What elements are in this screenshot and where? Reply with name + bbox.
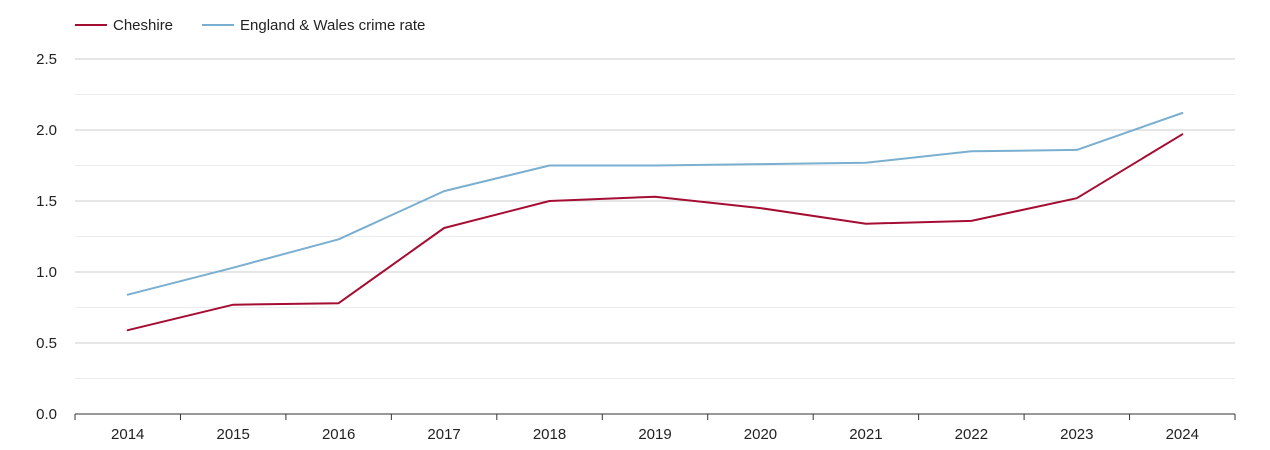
data-point [441, 225, 447, 231]
y-tick-label: 2.5 [36, 51, 57, 68]
data-point [757, 161, 763, 167]
data-point [863, 221, 869, 227]
legend-label-cheshire: Cheshire [113, 17, 173, 34]
x-tick-label: 2019 [638, 426, 671, 443]
x-tick-label: 2014 [111, 426, 144, 443]
y-tick-label: 1.0 [36, 264, 57, 281]
x-tick-label: 2017 [427, 426, 460, 443]
data-point [1179, 131, 1185, 137]
y-tick-label: 2.0 [36, 122, 57, 139]
grid-lines [75, 58, 1235, 379]
data-point [863, 160, 869, 166]
chart-legend: Cheshire England & Wales crime rate [75, 17, 425, 34]
x-tick-label: 2024 [1166, 426, 1199, 443]
x-tick-label: 2023 [1060, 426, 1093, 443]
series-line-england-wales-crime-rate [126, 112, 1184, 296]
y-axis: 0.0 0.5 1.0 1.5 2.0 2.5 [36, 51, 57, 423]
series-lines [125, 110, 1185, 333]
data-point [652, 163, 658, 169]
x-tick-label: 2015 [216, 426, 249, 443]
data-point [125, 292, 131, 298]
legend-label-england-wales: England & Wales crime rate [240, 17, 425, 34]
data-point [547, 198, 553, 204]
data-point [230, 302, 236, 308]
data-point [1074, 147, 1080, 153]
data-point [336, 300, 342, 306]
y-tick-label: 1.5 [36, 193, 57, 210]
x-tick-label: 2020 [744, 426, 777, 443]
data-point [441, 188, 447, 194]
data-point [125, 327, 131, 333]
data-point [230, 265, 236, 271]
y-tick-label: 0.5 [36, 335, 57, 352]
data-point [547, 163, 553, 169]
data-point [968, 148, 974, 154]
x-tick-label: 2016 [322, 426, 355, 443]
x-tick-label: 2021 [849, 426, 882, 443]
data-point [968, 218, 974, 224]
data-point [757, 205, 763, 211]
x-axis: 2014 2015 2016 2017 2018 2019 2020 2021 2022 2023… [74, 413, 1236, 443]
data-point [336, 236, 342, 242]
data-point [652, 194, 658, 200]
x-tick-label: 2018 [533, 426, 566, 443]
x-tick-label: 2022 [955, 426, 988, 443]
data-point [1074, 195, 1080, 201]
data-point [1179, 110, 1185, 116]
y-tick-label: 0.0 [36, 406, 57, 423]
series-line-cheshire [126, 133, 1184, 332]
